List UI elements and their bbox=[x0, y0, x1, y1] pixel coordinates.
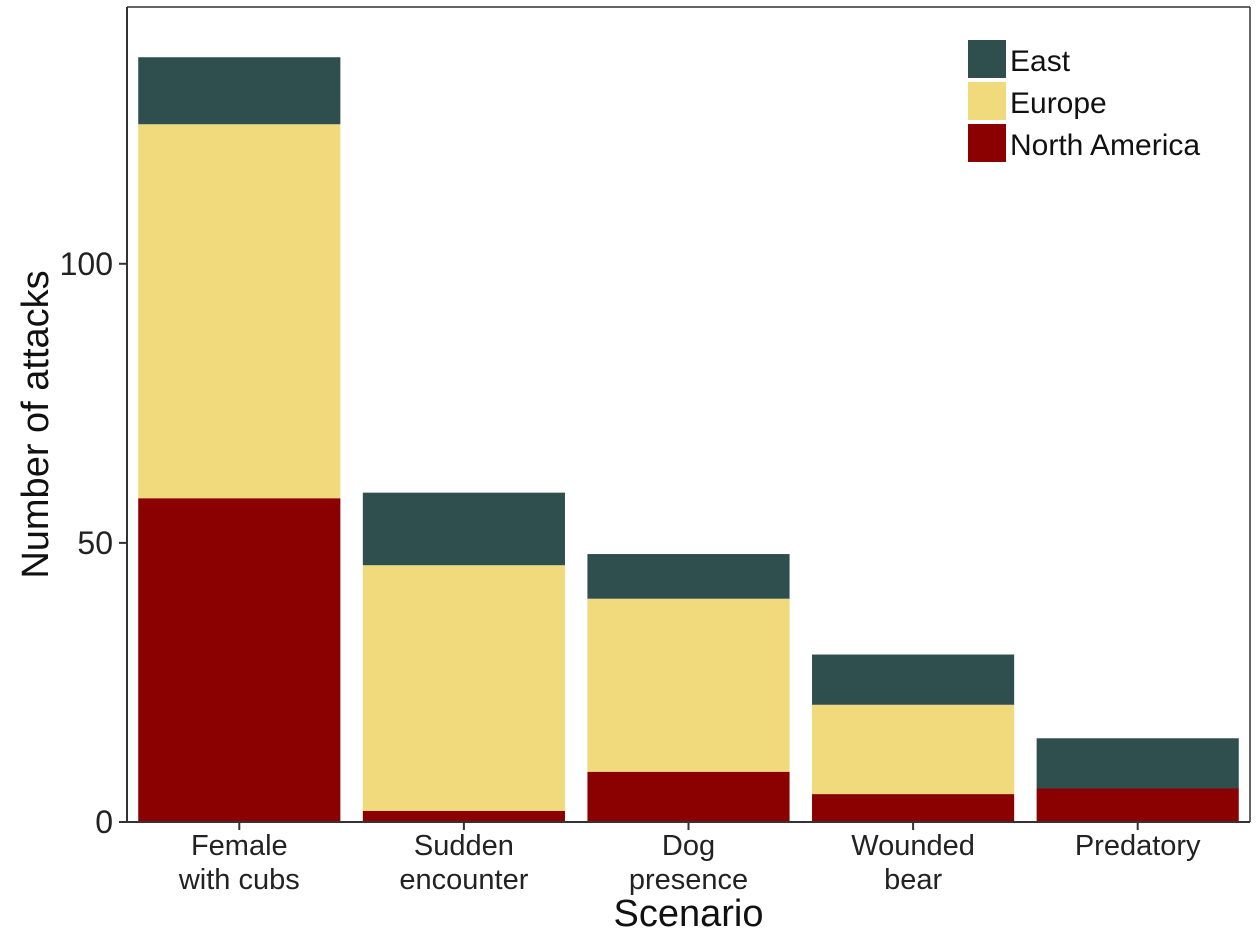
x-tick-label-wounded-bear: Wounded bear bbox=[851, 830, 975, 896]
axes-layer bbox=[126, 6, 1251, 823]
legend-swatch-north-america bbox=[968, 124, 1006, 162]
bar-predatory-north-america bbox=[1036, 788, 1239, 822]
y-tick-label-0: 0 bbox=[95, 804, 113, 840]
x-tick-label-dog-presence: Dog presence bbox=[629, 830, 748, 896]
x-ticks: Female with cubs Sudden encounter Dog presenc… bbox=[178, 822, 1201, 896]
y-axis-title: Number of attacks bbox=[15, 270, 57, 578]
bar-dog-presence-europe bbox=[587, 598, 790, 772]
y-tick-label-100: 100 bbox=[60, 246, 113, 282]
bar-predatory-east bbox=[1036, 738, 1239, 789]
x-tick-label-female-with-cubs: Female with cubs bbox=[178, 830, 300, 896]
bar-sudden-encounter-europe bbox=[362, 565, 565, 811]
bar-female-with-cubs-north-america bbox=[138, 498, 341, 822]
legend-swatch-east bbox=[968, 40, 1006, 78]
bar-sudden-encounter-north-america bbox=[362, 810, 565, 822]
y-ticks: 0 50 100 bbox=[60, 246, 127, 840]
x-axis-title: Scenario bbox=[614, 893, 764, 932]
x-tick-label-predatory: Predatory bbox=[1075, 830, 1201, 862]
bar-wounded-bear-east bbox=[812, 654, 1015, 705]
bar-dog-presence-north-america bbox=[587, 771, 790, 822]
x-tick-label-sudden-encounter: Sudden encounter bbox=[399, 830, 528, 896]
legend-swatch-europe bbox=[968, 82, 1006, 120]
y-tick-label-50: 50 bbox=[77, 525, 113, 561]
legend-label-north-america: North America bbox=[1010, 129, 1200, 162]
legend-label-east: East bbox=[1010, 45, 1071, 78]
bar-female-with-cubs-europe bbox=[138, 124, 341, 499]
bars-layer bbox=[138, 57, 1239, 822]
bar-sudden-encounter-east bbox=[362, 492, 565, 566]
bar-female-with-cubs-east bbox=[138, 57, 341, 125]
bar-wounded-bear-europe bbox=[812, 704, 1015, 795]
legend: East Europe North America bbox=[968, 40, 1200, 162]
legend-label-europe: Europe bbox=[1010, 87, 1107, 120]
bar-dog-presence-east bbox=[587, 554, 790, 599]
bar-wounded-bear-north-america bbox=[812, 794, 1015, 822]
